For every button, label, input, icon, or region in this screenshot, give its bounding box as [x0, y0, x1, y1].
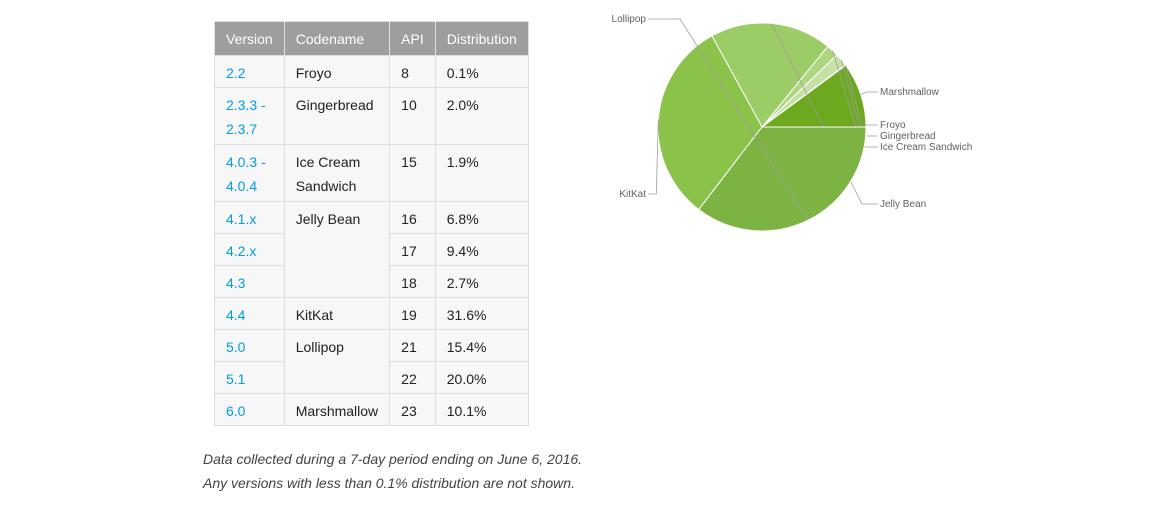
version-line[interactable]: 2.3.7	[226, 121, 258, 137]
table-row: 5.1 22 20.0%	[214, 361, 529, 394]
leader-line-lollipop	[648, 18, 809, 221]
api-cell: 21	[389, 329, 436, 362]
api-cell: 18	[389, 265, 436, 298]
pie-slice-kitkat	[657, 35, 763, 211]
table-row: 4.4 KitKat 19 31.6%	[214, 297, 529, 330]
version-link[interactable]: 5.1	[214, 361, 285, 394]
api-cell: 10	[389, 87, 436, 145]
pie-label-jelly-bean: Jelly Bean	[880, 199, 926, 210]
table-row: 2.2 Froyo 8 0.1%	[214, 55, 529, 88]
distribution-cell: 1.9%	[434, 144, 529, 202]
pie-label-lollipop: Lollipop	[612, 14, 647, 25]
api-cell: 23	[389, 393, 436, 426]
version-link[interactable]: 4.3	[214, 265, 285, 298]
version-line[interactable]: 4.0.3 -	[226, 154, 266, 170]
api-cell: 17	[389, 233, 436, 266]
distribution-table: Version Codename API Distribution 2.2 Fr…	[214, 21, 529, 426]
version-line[interactable]: 4.0.4	[226, 178, 258, 194]
header-version: Version	[214, 21, 285, 56]
codename-cell: Froyo	[283, 55, 391, 88]
api-cell: 19	[389, 297, 436, 330]
threshold-note: Any versions with less than 0.1% distrib…	[203, 475, 575, 491]
table-row: 4.0.3 - 4.0.4 Ice Cream Sandwich 15 1.9%	[214, 144, 529, 202]
version-link[interactable]: 2.2	[214, 55, 285, 88]
pie-label-marshmallow: Marshmallow	[880, 87, 940, 98]
pie-label-gingerbread: Gingerbread	[880, 131, 936, 142]
leader-line-froyo	[845, 64, 878, 126]
codename-cell: Jelly Bean	[283, 201, 391, 298]
version-link[interactable]: 4.4	[214, 297, 285, 330]
table-row: 6.0 Marshmallow 23 10.1%	[214, 393, 529, 426]
distribution-cell: 6.8%	[434, 201, 529, 234]
leader-line-kitkat	[648, 119, 659, 195]
pie-label-ice-cream-sandwich: Ice Cream Sandwich	[880, 142, 972, 153]
table-header-row: Version Codename API Distribution	[214, 21, 529, 56]
api-cell: 8	[389, 55, 436, 88]
version-link[interactable]: 6.0	[214, 393, 285, 426]
leader-line-jelly-bean	[771, 23, 878, 205]
distribution-cell: 20.0%	[434, 361, 529, 394]
table-row: 4.1.x Jelly Bean 16 6.8%	[214, 201, 529, 298]
pie-label-froyo: Froyo	[880, 120, 906, 131]
codename-cell: Marshmallow	[283, 393, 391, 426]
api-cell: 15	[389, 144, 436, 202]
version-link[interactable]: 4.1.x	[214, 201, 285, 234]
version-link[interactable]: 4.0.3 - 4.0.4	[214, 144, 285, 202]
distribution-cell: 9.4%	[434, 233, 529, 266]
data-note: Data collected during a 7-day period end…	[203, 451, 583, 467]
table-row: 4.3 18 2.7%	[214, 265, 529, 298]
codename-line: Ice Cream	[295, 154, 361, 170]
codename-cell: Ice Cream Sandwich	[283, 144, 391, 202]
codename-cell: Lollipop	[283, 329, 391, 394]
header-distribution: Distribution	[434, 21, 529, 56]
pie-label-kitkat: KitKat	[619, 189, 646, 200]
leader-line-marshmallow	[860, 91, 878, 95]
distribution-cell: 0.1%	[434, 55, 529, 88]
codename-line: Sandwich	[295, 178, 357, 194]
version-line[interactable]: 2.3.3 -	[226, 97, 266, 113]
header-codename: Codename	[283, 21, 391, 56]
distribution-cell: 10.1%	[434, 393, 529, 426]
codename-cell: Gingerbread	[283, 87, 391, 145]
